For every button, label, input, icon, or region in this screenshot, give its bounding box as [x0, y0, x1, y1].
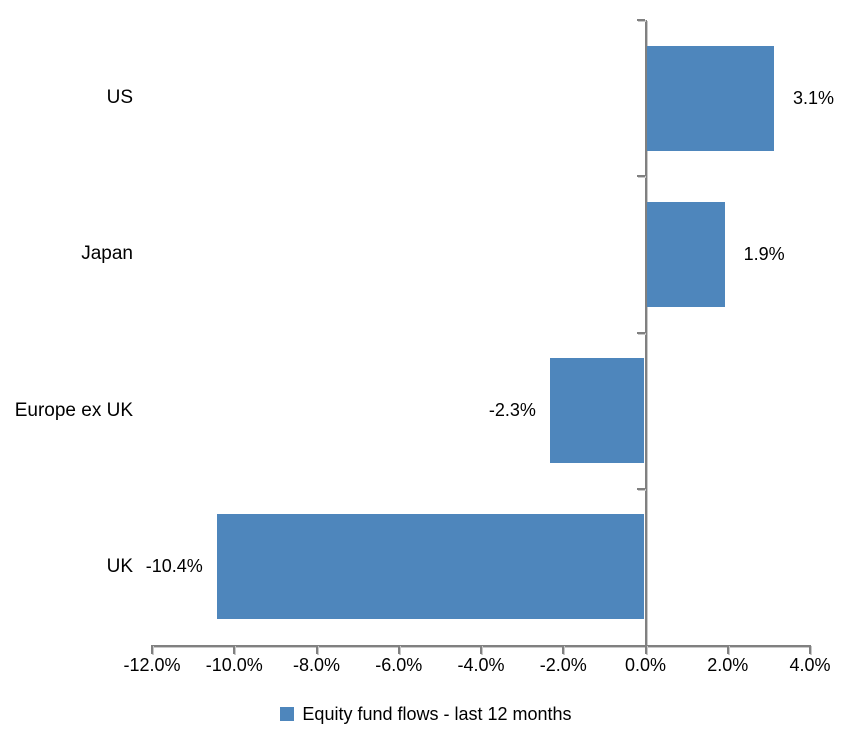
y-axis-tick: [636, 487, 645, 490]
bar-us: [646, 45, 774, 151]
x-tick-label-6-0: -6.0%: [375, 655, 423, 675]
y-axis-tick: [636, 19, 645, 21]
x-tick-label-2-0: -2.0%: [539, 655, 587, 675]
category-label-japan: Japan: [81, 243, 133, 265]
bar-uk: [216, 514, 645, 620]
legend: Equity fund flows - last 12 months: [0, 703, 852, 725]
legend-color-swatch-icon: [280, 707, 295, 721]
x-tick-label-0-0: 0.0%: [624, 655, 667, 675]
x-tick-label-10-0: -10.0%: [205, 655, 263, 675]
x-axis-tick: [562, 645, 565, 654]
value-label-japan: 1.9%: [743, 243, 785, 264]
value-label-europe-ex-uk: -2.3%: [488, 400, 536, 421]
category-label-us: US: [106, 87, 133, 109]
bar-japan: [646, 201, 725, 307]
x-axis-tick: [397, 645, 400, 654]
legend-label: Equity fund flows - last 12 months: [302, 704, 572, 724]
x-tick-label-12-0: -12.0%: [123, 655, 181, 675]
x-axis-tick: [315, 645, 318, 654]
y-axis-tick: [636, 331, 645, 334]
x-tick-label-4-0: -4.0%: [457, 655, 505, 675]
category-label-uk: UK: [106, 555, 133, 577]
y-axis-zero-line: [644, 20, 647, 647]
bar-europe-ex-uk: [549, 358, 645, 464]
x-axis-tick: [644, 645, 647, 654]
x-tick-label-2-0: 2.0%: [707, 655, 749, 675]
x-tick-label-4-0: 4.0%: [789, 655, 831, 675]
x-axis-tick: [233, 645, 236, 654]
value-label-us: 3.1%: [792, 87, 835, 108]
x-axis-tick: [151, 645, 153, 654]
value-label-uk: -10.4%: [145, 556, 203, 577]
y-axis-tick: [636, 175, 645, 178]
category-label-europe-ex-uk: Europe ex UK: [14, 399, 133, 421]
x-tick-label-8-0: -8.0%: [292, 655, 341, 675]
x-axis-tick: [726, 645, 729, 654]
x-axis-tick: [809, 645, 811, 654]
x-axis-tick: [480, 645, 482, 654]
